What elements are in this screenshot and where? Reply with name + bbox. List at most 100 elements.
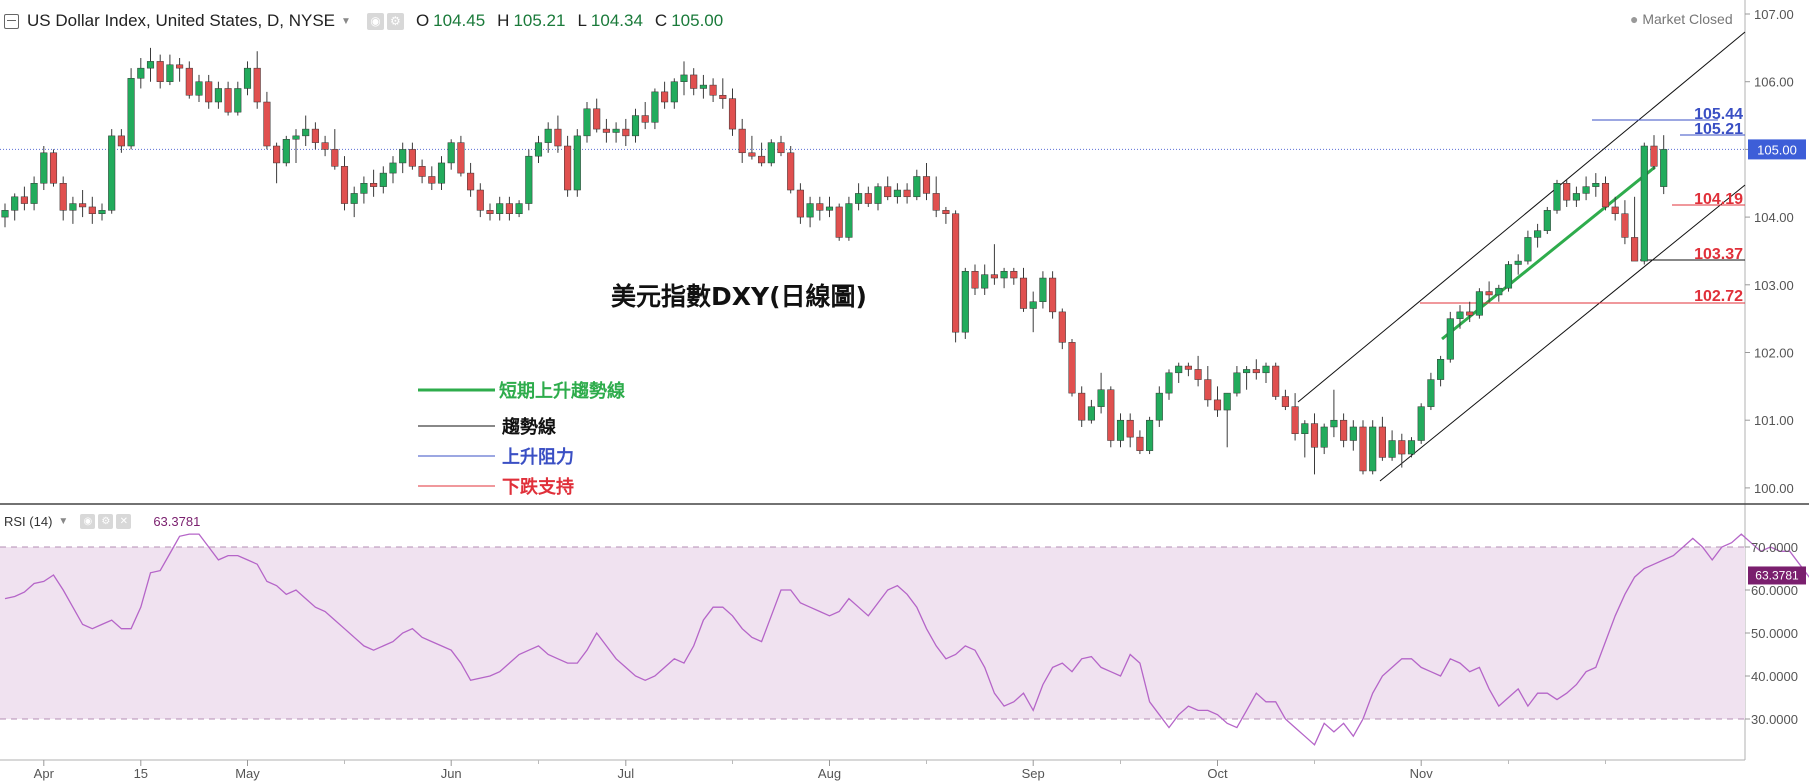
candle-body xyxy=(932,193,940,211)
eye-icon[interactable]: ◉ xyxy=(366,12,384,30)
candle-body xyxy=(1087,406,1095,421)
candle-body xyxy=(69,203,77,211)
candle-body xyxy=(408,149,416,167)
candle-body xyxy=(1126,419,1134,438)
gear-icon[interactable]: ⚙ xyxy=(386,12,404,30)
candle-body xyxy=(389,162,397,174)
rsi-band xyxy=(0,547,1745,719)
rsi-tick-label: 50.0000 xyxy=(1751,626,1798,641)
candle-body xyxy=(806,203,814,218)
candle-body xyxy=(651,91,659,123)
rsi-tick-label: 40.0000 xyxy=(1751,669,1798,684)
candle-body xyxy=(1466,311,1474,316)
close-value: 105.00 xyxy=(671,11,724,30)
candle-body xyxy=(467,172,475,191)
candle-body xyxy=(1563,183,1571,201)
legend-label-support: 下跌支持 xyxy=(502,476,574,498)
rsi-value-tag xyxy=(1748,566,1806,585)
candle-body xyxy=(913,176,921,198)
candle-body xyxy=(40,152,48,184)
candle-body xyxy=(641,115,649,123)
candle-body xyxy=(1310,423,1319,448)
candle-body xyxy=(486,210,494,214)
candle-body xyxy=(49,152,58,184)
symbol-title[interactable]: US Dollar Index, United States, D, NYSE xyxy=(27,11,336,30)
candle-body xyxy=(971,271,979,289)
symbol-header: US Dollar Index, United States, D, NYSE … xyxy=(0,8,723,34)
candle-body xyxy=(1582,186,1590,194)
time-tick-label: Sep xyxy=(1022,766,1045,781)
candle-body xyxy=(554,128,562,147)
candle-body xyxy=(340,166,349,204)
collapse-icon[interactable] xyxy=(4,13,19,29)
price-tick-label: 106.00 xyxy=(1754,75,1794,90)
candle-body xyxy=(30,183,38,204)
time-tick-label: Jun xyxy=(441,766,462,781)
rsi-value: 63.3781 xyxy=(153,514,201,529)
rsi-tick-label: 60.0000 xyxy=(1751,583,1798,598)
candle-body xyxy=(1446,318,1454,360)
candle-body xyxy=(874,186,882,204)
candle-body xyxy=(1058,311,1066,343)
low-label: L xyxy=(577,11,587,30)
candle-body xyxy=(1475,291,1483,316)
candle-body xyxy=(1456,311,1464,319)
legend-label-trendline: 趨勢線 xyxy=(501,416,556,438)
candle-body xyxy=(767,142,775,164)
candle-body xyxy=(612,128,620,133)
candle-body xyxy=(670,81,678,103)
candle-body xyxy=(1010,271,1018,279)
candle-body xyxy=(379,172,387,187)
candle-body xyxy=(1184,365,1192,370)
close-icon[interactable]: ✕ xyxy=(116,514,132,529)
candle-body xyxy=(534,142,543,157)
price-tick-label: 107.00 xyxy=(1754,7,1794,22)
candle-body xyxy=(699,84,707,89)
candle-body xyxy=(738,128,746,154)
candle-body xyxy=(1262,365,1270,374)
price-tick-label: 101.00 xyxy=(1754,413,1794,428)
candle-body xyxy=(515,203,523,214)
candle-body xyxy=(302,128,310,137)
candle-body xyxy=(1068,342,1076,394)
candle-body xyxy=(243,67,252,89)
candle-body xyxy=(370,183,378,187)
eye-icon[interactable]: ◉ xyxy=(80,514,96,529)
candle-body xyxy=(661,91,669,103)
candle-body xyxy=(690,74,698,89)
time-tick-label: May xyxy=(235,766,260,781)
candle-body xyxy=(728,98,737,130)
candle-body xyxy=(825,206,834,211)
candle-body xyxy=(796,189,804,218)
gear-icon[interactable]: ⚙ xyxy=(98,514,114,529)
candle-body xyxy=(525,155,533,204)
rsi-label[interactable]: RSI (14) xyxy=(4,514,53,529)
level-label-102-72: 102.72 xyxy=(1694,288,1743,305)
current-price-tag xyxy=(1748,139,1806,160)
candle-body xyxy=(1437,359,1445,380)
candle-body xyxy=(98,210,106,214)
price-tick-label: 102.00 xyxy=(1754,346,1794,361)
rsi-tick-label: 70.0000 xyxy=(1751,540,1798,555)
level-label-103-37: 103.37 xyxy=(1694,246,1743,263)
candle-body xyxy=(1621,213,1629,238)
candle-body xyxy=(108,135,116,211)
chevron-down-icon[interactable]: ▼ xyxy=(58,516,69,527)
candle-body xyxy=(1320,426,1328,448)
candle-body xyxy=(1514,260,1522,265)
candle-body xyxy=(1291,406,1299,434)
candle-body xyxy=(195,81,203,96)
chart-annotation-title: 美元指數DXY(日線圖) xyxy=(611,282,867,311)
candle-body xyxy=(1194,369,1202,380)
candle-body xyxy=(20,196,28,204)
close-label: C xyxy=(654,11,668,30)
candle-body xyxy=(437,162,446,184)
candle-body xyxy=(1039,277,1047,302)
status-dot-icon: ● xyxy=(1630,11,1643,27)
chevron-down-icon[interactable]: ▼ xyxy=(341,15,351,27)
candle-body xyxy=(282,138,290,164)
market-status: ● Market Closed xyxy=(1630,11,1733,27)
candle-body xyxy=(166,64,174,82)
candle-body xyxy=(418,166,426,177)
